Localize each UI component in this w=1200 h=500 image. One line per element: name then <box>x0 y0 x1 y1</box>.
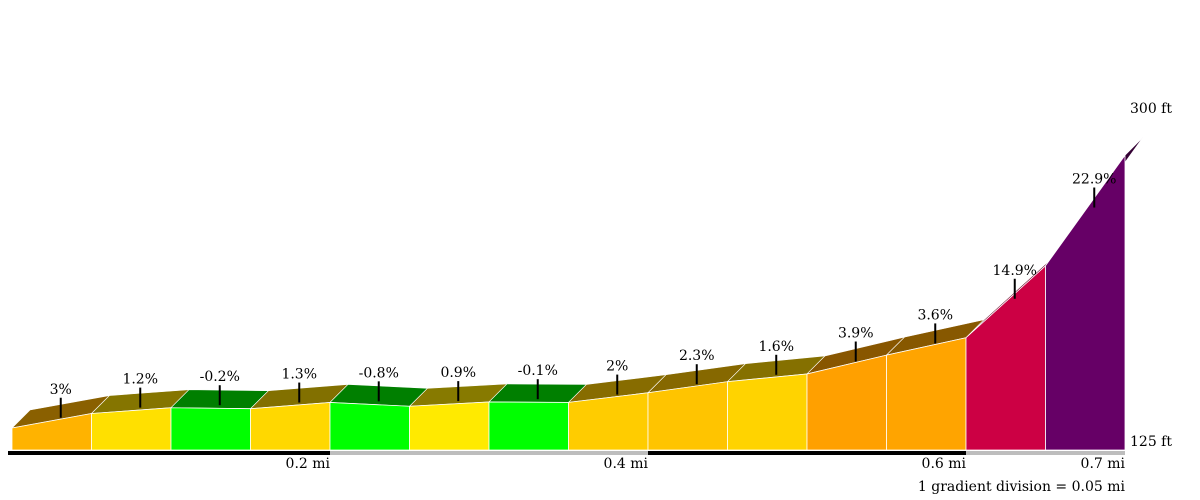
gradient-label: 0.9% <box>440 365 476 381</box>
gradient-label: -0.2% <box>200 369 240 385</box>
segment-front <box>91 407 172 451</box>
segment-front <box>727 373 808 451</box>
gradient-segments <box>11 137 1144 451</box>
distance-band <box>330 451 648 455</box>
gradient-labels: 3% 1.2% -0.2% 1.3% -0.8% 0.9% -0.1% 2% 2.3% 1.6% 3… <box>50 172 1116 418</box>
gradient-label: -0.8% <box>359 365 399 381</box>
distance-axis: 0.2 mi 0.4 mi 0.6 mi 0.7 mi <box>8 451 1126 472</box>
y-min-label: 125 ft <box>1130 434 1172 450</box>
segment-front <box>329 401 410 451</box>
gradient-label: -0.1% <box>518 363 558 379</box>
gradient-label: 1.2% <box>122 372 158 388</box>
segment-front <box>886 337 967 451</box>
segment-front <box>647 381 728 451</box>
gradient-label: 3% <box>50 382 72 398</box>
distance-band <box>648 451 966 455</box>
segment-front <box>170 407 251 451</box>
gradient-label: 3.9% <box>838 326 874 342</box>
segment-front <box>568 392 649 451</box>
gradient-label: 1.6% <box>758 339 794 355</box>
distance-band <box>966 451 1125 455</box>
segment-front <box>250 401 331 451</box>
scale-note: 1 gradient division = 0.05 mi <box>918 479 1126 495</box>
gradient-label: 22.9% <box>1072 172 1116 188</box>
segment-front <box>409 401 490 451</box>
distance-band <box>8 451 330 455</box>
distance-tick-label: 0.2 mi <box>286 456 331 472</box>
segment-front <box>488 401 569 451</box>
segment-front <box>965 264 1046 451</box>
gradient-label: 2.3% <box>679 348 715 364</box>
segment-front <box>1045 154 1126 451</box>
distance-tick-label: 0.4 mi <box>604 456 649 472</box>
gradient-label: 2% <box>606 359 628 375</box>
gradient-label: 14.9% <box>993 263 1037 279</box>
gradient-label: 1.3% <box>281 367 317 383</box>
y-max-label: 300 ft <box>1130 101 1172 117</box>
distance-tick-label: 0.6 mi <box>922 456 967 472</box>
distance-tick-label: 0.7 mi <box>1081 456 1126 472</box>
gradient-label: 3.6% <box>917 307 953 323</box>
